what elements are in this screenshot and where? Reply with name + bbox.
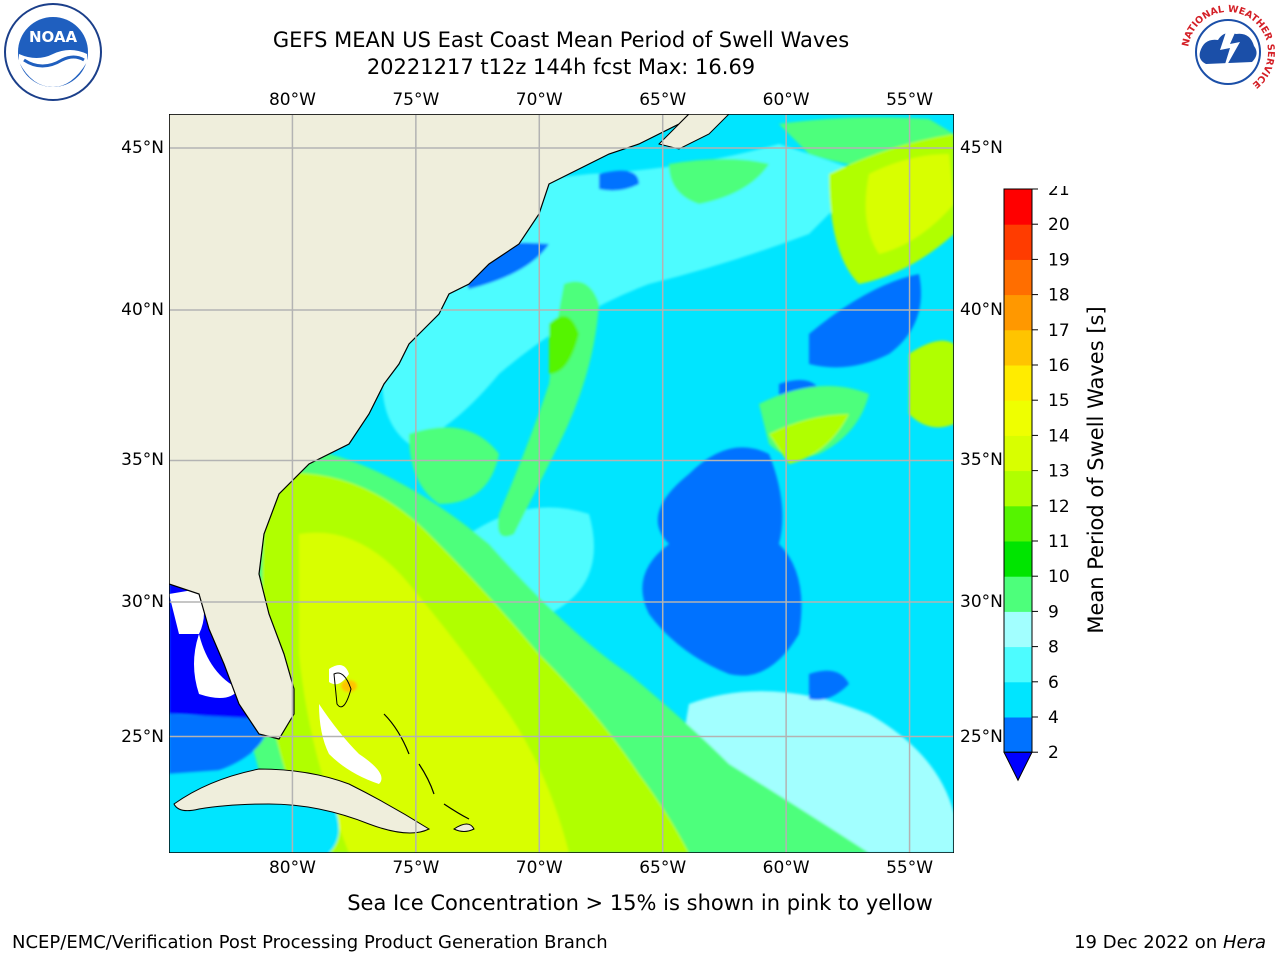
lat-label-right: 40°N <box>960 299 1003 320</box>
colorbar-segment <box>1004 611 1032 648</box>
lat-label-left: 45°N <box>121 138 164 159</box>
colorbar-segment <box>1004 681 1032 718</box>
lat-label-left: 40°N <box>121 299 164 320</box>
colorbar-segment <box>1004 224 1032 260</box>
colorbar-tick-label: 6 <box>1048 673 1059 693</box>
lon-label-top: 80°W <box>268 90 316 110</box>
colorbar-segment <box>1004 259 1032 296</box>
colorbar-tick-label: 13 <box>1048 462 1070 482</box>
colorbar-tick-label: 8 <box>1048 638 1059 658</box>
title-line-2: 20221217 t12z 144h fcst Max: 16.69 <box>366 55 756 79</box>
lon-label-top: 75°W <box>392 90 440 110</box>
colorbar-segment <box>1004 329 1032 366</box>
lon-label-top: 70°W <box>515 90 563 110</box>
land-us-east-coast <box>169 114 690 740</box>
lat-label-right: 25°N <box>960 726 1003 747</box>
colorbar-extend-min <box>1003 751 1033 782</box>
date-text: 19 Dec 2022 on <box>1074 932 1223 953</box>
lon-label-bottom: 60°W <box>762 858 810 878</box>
noaa-logo-text: NOAA <box>29 28 78 46</box>
colorbar-segment <box>1004 400 1032 436</box>
colorbar-segment <box>1004 189 1032 225</box>
lat-label-right: 30°N <box>960 591 1003 612</box>
colorbar-label: Mean Period of Swell Waves [s] <box>1084 306 1108 634</box>
lon-label-bottom: 70°W <box>515 858 563 878</box>
lon-label-bottom: 65°W <box>639 858 687 878</box>
lon-label-top: 65°W <box>639 90 687 110</box>
lon-label-bottom: 80°W <box>268 858 316 878</box>
swell-period-map <box>169 114 954 853</box>
land-cuba <box>173 768 431 834</box>
lon-label-bottom: 75°W <box>392 858 440 878</box>
colorbar-segment <box>1004 435 1032 472</box>
lat-label-left: 30°N <box>121 591 164 612</box>
colorbar: 2 4 6 8 9 10 11 12 13 14 15 16 17 18 19 20 21 <box>1003 186 1070 782</box>
lon-label-bottom: 55°W <box>886 858 934 878</box>
host-name: Hera <box>1222 932 1266 953</box>
colorbar-segment <box>1004 717 1032 753</box>
date-host: 19 Dec 2022 on Hera <box>1074 932 1266 953</box>
colorbar-segment <box>1004 646 1032 683</box>
colorbar-tick-label: 15 <box>1048 391 1070 411</box>
colorbar-tick-label: 18 <box>1048 286 1070 306</box>
colorbar-tick-label: 14 <box>1048 426 1070 446</box>
colorbar-tick-label: 19 <box>1048 250 1070 270</box>
credit-text: NCEP/EMC/Verification Post Processing Pr… <box>12 932 608 953</box>
colorbar-tick-label: 10 <box>1048 567 1070 587</box>
colorbar-tick-label: 12 <box>1048 497 1070 517</box>
lat-label-left: 35°N <box>121 450 164 471</box>
lat-label-right: 45°N <box>960 138 1003 159</box>
colorbar-segment <box>1004 365 1032 401</box>
lon-label-top: 60°W <box>762 90 810 110</box>
colorbar-segment <box>1004 576 1032 612</box>
colorbar-tick-label: 16 <box>1048 356 1070 376</box>
colorbar-tick-label: 21 <box>1048 186 1070 200</box>
nws-logo: NATIONAL WEATHER SERVICE <box>1180 4 1276 99</box>
lon-label-top: 55°W <box>886 90 934 110</box>
noaa-logo: NOAA <box>4 3 102 101</box>
lat-label-left: 25°N <box>121 726 164 747</box>
lat-label-right: 35°N <box>960 450 1003 471</box>
title-line-1: GEFS MEAN US East Coast Mean Period of S… <box>272 28 850 52</box>
graticule <box>169 114 954 853</box>
colorbar-segment <box>1004 470 1032 507</box>
colorbar-segment <box>1004 294 1032 331</box>
colorbar-tick-label: 2 <box>1048 743 1059 763</box>
colorbar-tick-label: 9 <box>1048 602 1059 622</box>
colorbar-tick-label: 4 <box>1048 708 1059 728</box>
colorbar-segment <box>1004 541 1032 577</box>
colorbar-tick-label: 11 <box>1048 532 1070 552</box>
sea-ice-note: Sea Ice Concentration > 15% is shown in … <box>347 891 933 915</box>
colorbar-tick-label: 20 <box>1048 215 1070 235</box>
colorbar-tick-label: 17 <box>1048 321 1070 341</box>
colorbar-segment <box>1004 505 1032 542</box>
